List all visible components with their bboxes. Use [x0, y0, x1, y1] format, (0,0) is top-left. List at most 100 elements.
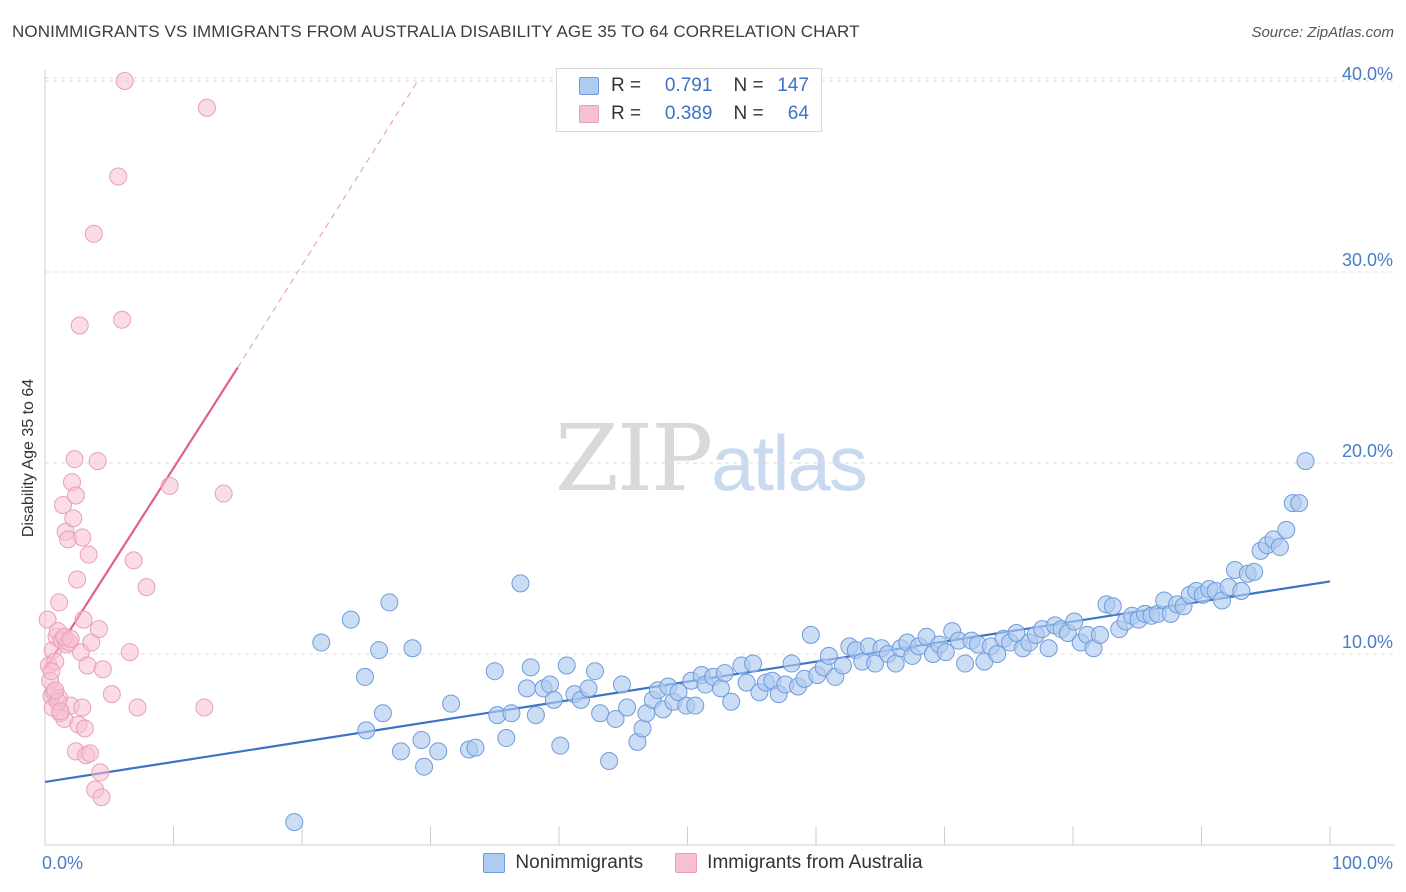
data-point-nonimmigrants — [355, 667, 374, 686]
legend-swatch-blue — [579, 77, 599, 95]
x-tick-label: 0.0% — [42, 853, 83, 873]
data-point-immigrants — [91, 763, 110, 782]
data-point-nonimmigrants — [1245, 562, 1264, 581]
legend-item-immigrants: Immigrants from Australia — [675, 852, 923, 874]
data-point-nonimmigrants — [612, 675, 631, 694]
legend-n-value: 147 — [777, 75, 809, 96]
source-label: Source: ZipAtlas.com — [1251, 24, 1394, 41]
data-point-immigrants — [102, 685, 121, 704]
data-point-immigrants — [84, 224, 103, 243]
series-legend: Nonimmigrants Immigrants from Australia — [0, 852, 1406, 874]
data-point-nonimmigrants — [1103, 597, 1122, 616]
data-point-nonimmigrants — [1270, 538, 1289, 557]
data-point-nonimmigrants — [526, 706, 545, 725]
data-point-nonimmigrants — [485, 662, 504, 681]
data-point-nonimmigrants — [541, 675, 560, 694]
data-point-nonimmigrants — [600, 751, 619, 770]
data-point-nonimmigrants — [715, 664, 734, 683]
data-point-nonimmigrants — [511, 574, 530, 593]
legend-label-immigrants: Immigrants from Australia — [707, 852, 923, 873]
data-point-nonimmigrants — [502, 704, 521, 723]
data-point-nonimmigrants — [403, 639, 422, 658]
data-point-immigrants — [74, 610, 93, 629]
legend-swatch-blue — [483, 853, 506, 873]
data-point-nonimmigrants — [497, 729, 516, 748]
correlation-legend: R = 0.791 N = 147 R = 0.389 N = 64 — [556, 68, 822, 132]
nonimmigrants-points — [285, 452, 1315, 832]
data-point-immigrants — [75, 719, 94, 738]
data-point-nonimmigrants — [833, 656, 852, 675]
legend-r-label: R = — [611, 75, 642, 96]
data-point-immigrants — [61, 629, 80, 648]
y-tick-label: 30.0% — [1342, 250, 1393, 270]
data-point-nonimmigrants — [618, 698, 637, 717]
data-point-nonimmigrants — [429, 742, 448, 761]
data-point-immigrants — [88, 452, 107, 471]
data-point-immigrants — [73, 698, 92, 717]
legend-row-nonimmigrants: R = 0.791 N = 147 — [579, 73, 809, 99]
data-point-nonimmigrants — [370, 641, 389, 660]
data-point-nonimmigrants — [591, 704, 610, 723]
data-point-immigrants — [160, 476, 179, 495]
data-point-immigrants — [195, 698, 214, 717]
data-point-immigrants — [50, 593, 69, 612]
immigrants-points — [38, 72, 233, 807]
data-point-immigrants — [93, 660, 112, 679]
legend-swatch-pink — [579, 105, 599, 123]
data-point-nonimmigrants — [1232, 581, 1251, 600]
data-point-immigrants — [42, 662, 61, 681]
data-point-immigrants — [70, 316, 89, 335]
data-point-nonimmigrants — [466, 738, 485, 757]
data-point-nonimmigrants — [819, 646, 838, 665]
data-point-nonimmigrants — [722, 692, 741, 711]
data-point-nonimmigrants — [1290, 494, 1309, 513]
data-point-nonimmigrants — [312, 633, 331, 652]
data-point-nonimmigrants — [782, 654, 801, 673]
data-point-immigrants — [68, 570, 87, 589]
data-point-nonimmigrants — [442, 694, 461, 713]
axes — [44, 70, 1395, 846]
data-point-nonimmigrants — [285, 813, 304, 832]
data-point-nonimmigrants — [866, 654, 885, 673]
y-axis-title: Disability Age 35 to 64 — [20, 379, 37, 537]
data-point-nonimmigrants — [669, 683, 688, 702]
y-tick-label: 10.0% — [1342, 632, 1393, 652]
data-point-nonimmigrants — [1277, 520, 1296, 539]
data-point-immigrants — [109, 167, 128, 186]
data-point-nonimmigrants — [415, 757, 434, 776]
data-point-nonimmigrants — [1296, 452, 1315, 471]
data-point-nonimmigrants — [886, 654, 905, 673]
data-point-nonimmigrants — [517, 679, 536, 698]
axis-labels: 10.0% 20.0% 30.0% 40.0% 0.0% 100.0% Disability… — [20, 64, 1393, 873]
data-point-nonimmigrants — [521, 658, 540, 677]
data-point-immigrants — [66, 486, 85, 505]
data-point-immigrants — [120, 643, 139, 662]
data-point-immigrants — [89, 620, 108, 639]
legend-n-value: 64 — [787, 103, 809, 124]
data-point-immigrants — [214, 484, 233, 503]
data-point-immigrants — [137, 578, 156, 597]
data-point-nonimmigrants — [1007, 623, 1026, 642]
data-point-immigrants — [80, 744, 99, 763]
y-tick-label: 40.0% — [1342, 64, 1393, 84]
watermark-zip: ZIP — [555, 405, 713, 512]
data-point-nonimmigrants — [744, 654, 763, 673]
legend-row-immigrants: R = 0.389 N = 64 — [579, 101, 809, 127]
data-point-nonimmigrants — [988, 645, 1007, 663]
data-point-nonimmigrants — [551, 736, 570, 755]
data-point-nonimmigrants — [633, 719, 652, 738]
data-point-nonimmigrants — [1039, 639, 1058, 658]
legend-n-label: N = — [733, 75, 764, 96]
data-point-immigrants — [124, 551, 143, 570]
data-point-immigrants — [82, 633, 101, 652]
trend-line-immigrants-extension — [237, 80, 419, 368]
data-point-nonimmigrants — [686, 696, 705, 715]
data-point-immigrants — [197, 98, 216, 117]
data-point-immigrants — [64, 509, 83, 528]
data-point-immigrants — [128, 698, 147, 717]
y-tick-label: 20.0% — [1342, 441, 1393, 461]
data-point-immigrants — [92, 788, 111, 807]
data-point-immigrants — [46, 681, 65, 700]
data-point-nonimmigrants — [373, 704, 392, 723]
data-point-immigrants — [115, 72, 134, 90]
